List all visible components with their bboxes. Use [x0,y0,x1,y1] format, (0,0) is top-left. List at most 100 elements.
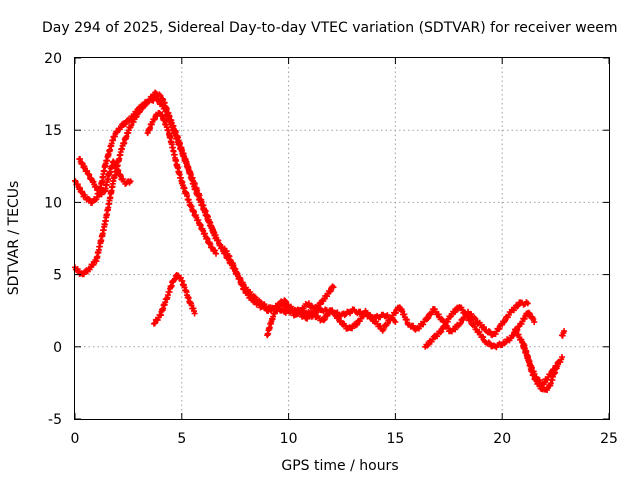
data-point [120,177,124,181]
data-point [94,196,98,200]
data-point [560,333,564,337]
data-point [154,91,158,95]
x-tick-label: 0 [71,431,80,447]
data-point [77,186,81,190]
data-point [163,119,167,124]
data-point [154,114,158,118]
data-point [521,342,526,346]
x-tick-label: 5 [177,431,186,447]
y-tick-label: 15 [44,123,62,139]
grid [75,58,609,419]
data-series-arc-7 [264,297,531,339]
data-point [99,192,103,196]
x-tick-label: 20 [493,431,511,447]
y-tick-label: -5 [48,412,62,428]
data-point [325,293,329,297]
data-point [383,313,387,317]
data-point [111,135,116,140]
data-point [299,307,304,311]
data-point [380,327,385,332]
data-point [346,327,351,332]
data-point [193,310,197,314]
data-point [188,301,192,306]
data-point [188,203,192,207]
data-point [351,309,355,313]
data-point [180,150,184,154]
data-point [295,310,299,314]
data-point [111,179,116,183]
y-tick-label: 0 [53,340,62,356]
data-point [197,193,201,197]
data-point [214,236,218,241]
data-point [526,310,530,314]
data-point [146,99,150,103]
data-point [282,298,286,303]
data-series-arc-2 [72,94,219,242]
plot-frame [74,57,610,420]
data-point [528,362,532,366]
data-point [517,324,521,329]
data-point [165,296,169,300]
data-point [543,388,547,392]
data-point [152,322,156,326]
data-point [541,382,545,386]
data-point [304,316,308,320]
data-point [432,307,436,311]
data-point [79,273,84,277]
data-point [158,111,163,115]
data-point [229,258,233,262]
data-point [267,309,271,313]
data-point [278,301,282,306]
data-point [474,319,479,323]
data-point [415,327,419,332]
data-point [440,319,444,323]
data-point [513,327,517,332]
data-series-arc-6 [221,245,337,319]
data-point [163,106,167,111]
data-point [457,304,462,308]
data-point [389,316,393,320]
x-tick-label: 25 [600,431,618,447]
data-point [193,212,197,216]
data-point [254,301,259,306]
data-point [120,145,124,150]
data-point [483,339,487,343]
data-point [107,150,111,154]
data-point [175,166,180,170]
data-point [184,192,188,196]
data-point [116,169,120,173]
data-point [363,310,368,314]
y-tick-label: 20 [44,51,62,67]
data-point [554,365,558,369]
data-point [321,319,325,323]
data-point [398,304,402,308]
data-point [160,96,165,101]
data-point [154,96,158,101]
data-point [466,316,470,320]
data-point [103,189,107,193]
data-point [492,345,496,349]
data-point [116,128,120,132]
data-point [556,362,560,366]
data-point [86,197,90,202]
data-point [128,179,133,183]
data-point [205,215,210,219]
data-point [372,319,376,323]
data-point [167,131,171,135]
data-point [86,268,90,272]
data-point [128,117,133,121]
plot-area [72,89,568,393]
data-point [235,273,239,277]
y-tick-label: 5 [53,268,62,284]
data-point [269,319,274,323]
data-series-arc-8 [422,304,538,351]
data-point [393,319,397,323]
data-point [449,313,453,317]
data-point [103,222,107,226]
data-point [562,330,566,334]
data-point [180,278,184,282]
data-point [449,330,453,334]
data-point [500,322,504,326]
data-point [500,342,504,346]
